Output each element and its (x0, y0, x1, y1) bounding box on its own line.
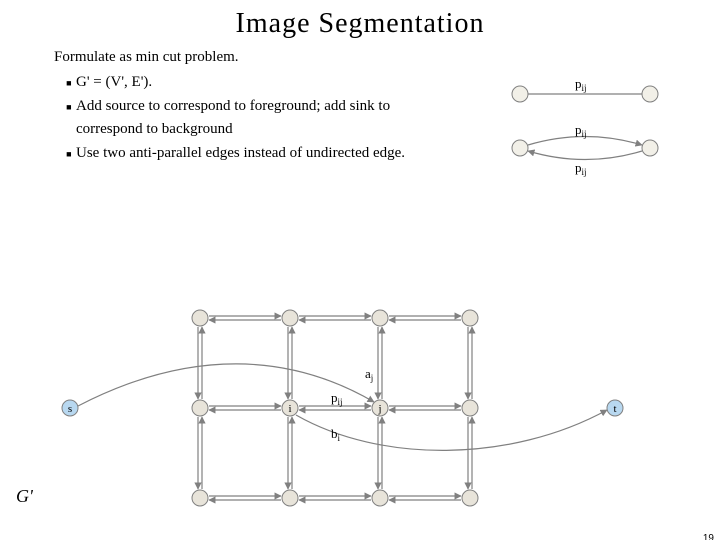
legend-node (512, 86, 528, 102)
diagram-svg: pij pij pij i j s t aj pij bi (0, 8, 720, 540)
grid-node (372, 490, 388, 506)
legend-node (642, 86, 658, 102)
grid-node-label: i (288, 403, 291, 415)
grid-node-label: j (377, 403, 381, 415)
page-number: 19 (703, 533, 714, 540)
grid-node (282, 310, 298, 326)
grid-node (192, 490, 208, 506)
label-pij: pij (331, 390, 343, 407)
i-to-t-edge (296, 410, 607, 450)
grid-node (462, 400, 478, 416)
legend-pij-1: pij (575, 122, 587, 139)
label-bi: bi (331, 426, 341, 443)
grid-node (192, 400, 208, 416)
grid-node (462, 310, 478, 326)
label-aj: aj (365, 366, 373, 383)
legend-pij-top: pij (575, 76, 587, 93)
t-node-label: t (613, 403, 616, 415)
grid-node (462, 490, 478, 506)
legend-node (512, 140, 528, 156)
g-prime-label: G' (16, 486, 33, 507)
legend-pij-2: pij (575, 160, 587, 177)
s-node-label: s (68, 403, 72, 415)
legend-node (642, 140, 658, 156)
s-to-j-edge (78, 364, 374, 406)
grid-node (282, 490, 298, 506)
legend-edge (528, 151, 642, 160)
grid-node (372, 310, 388, 326)
grid-node (192, 310, 208, 326)
